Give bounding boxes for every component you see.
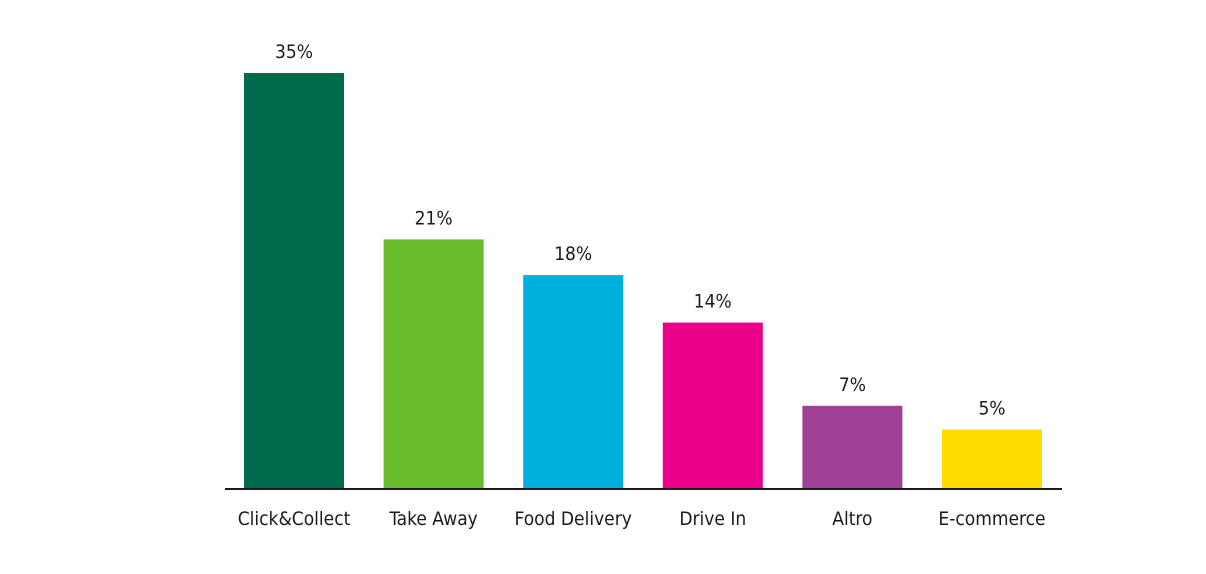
bar-3: [662, 322, 763, 489]
category-labels-group: Click&Collect Take Away Food Delivery Drive…: [238, 508, 1046, 530]
value-label: 5%: [978, 398, 1005, 420]
value-label: 35%: [275, 41, 313, 63]
bar-5: [942, 429, 1042, 489]
category-label: Click&Collect: [238, 508, 351, 530]
value-label: 14%: [694, 291, 732, 313]
bars-group: [244, 73, 1042, 489]
bar-4: [802, 405, 903, 489]
bar-1: [383, 239, 484, 489]
value-label: 7%: [839, 374, 866, 396]
bar-0: [244, 73, 344, 489]
value-labels-group: 35% 21% 18% 14% 7% 5%: [275, 41, 1006, 420]
bar-2: [523, 275, 624, 489]
value-label: 21%: [415, 207, 453, 229]
category-label: E-commerce: [938, 508, 1045, 530]
category-label: Take Away: [388, 508, 477, 530]
category-label: Food Delivery: [515, 508, 632, 530]
value-label: 18%: [554, 243, 592, 265]
category-label: Drive In: [679, 508, 746, 530]
category-label: Altro: [832, 508, 872, 530]
